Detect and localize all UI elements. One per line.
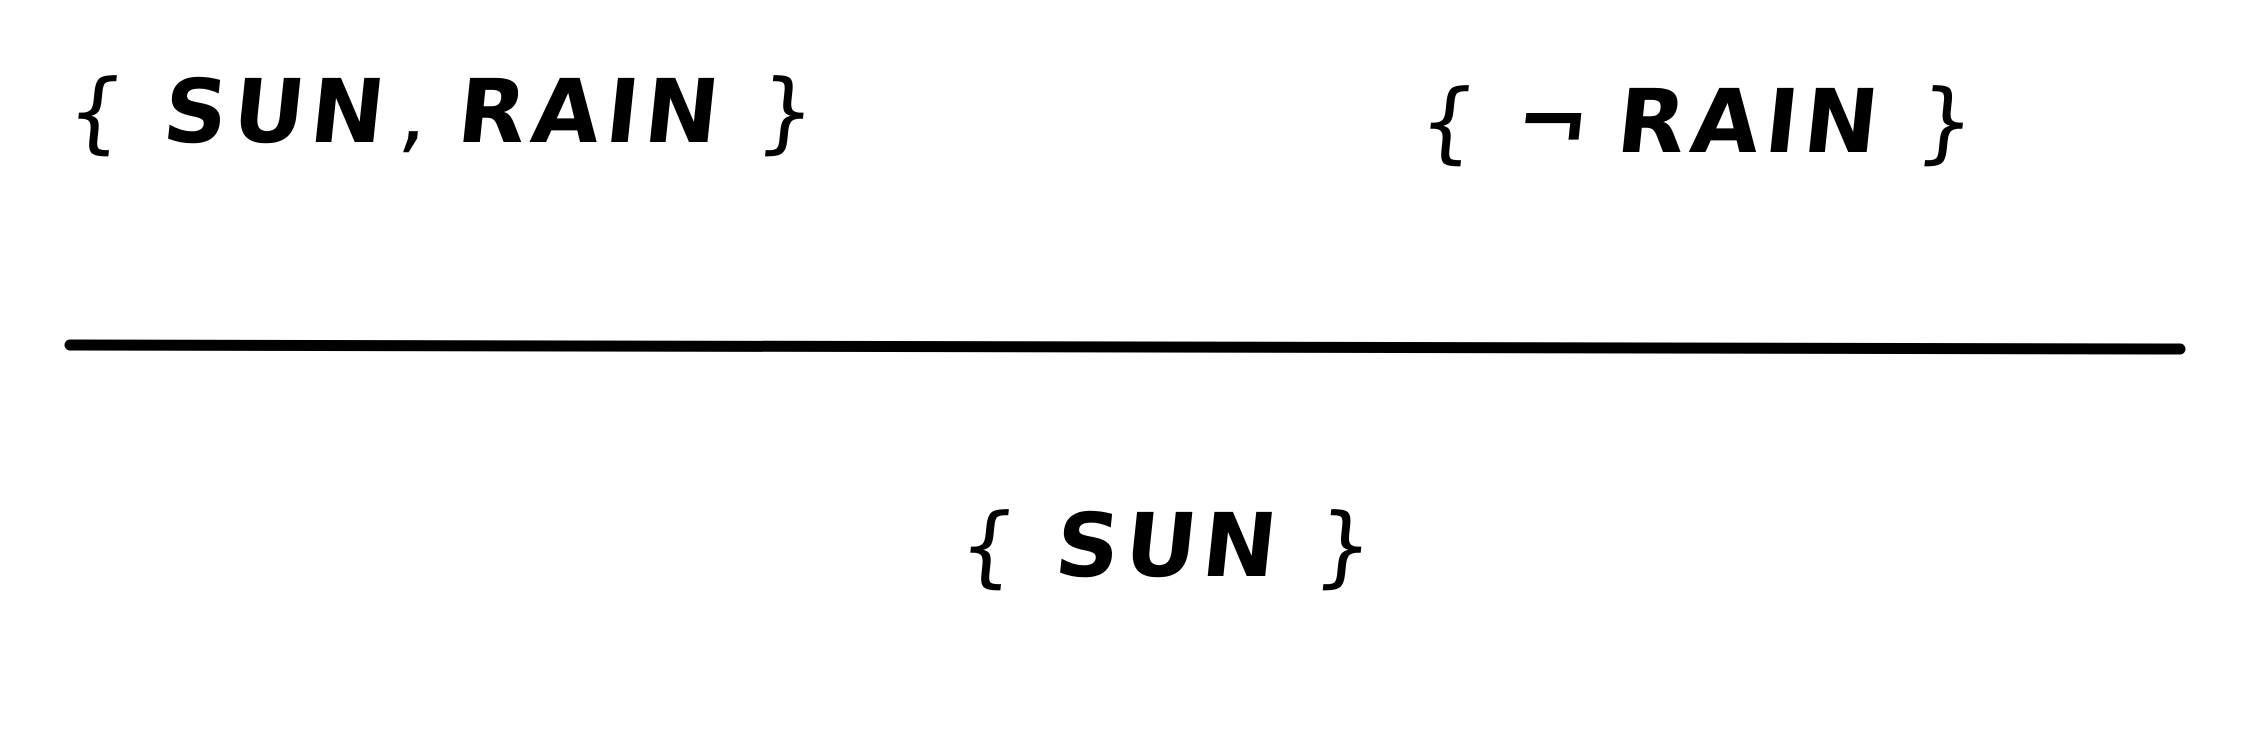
comma-separator: , [395,60,440,163]
literal-rain: RAIN [453,60,731,163]
open-brace: { [954,494,1028,597]
open-brace: { [62,60,136,163]
close-brace: } [753,60,827,163]
literal-rain: RAIN [1612,70,1890,173]
inference-rule-bar [64,339,2186,355]
close-brace: } [1912,70,1986,173]
negation-symbol: ¬ [1510,70,1602,173]
conclusion-clause-sun: { SUN } [955,494,1384,597]
literal-sun: SUN [158,60,396,163]
premise-clause-not-rain: { ¬ RAIN } [1415,70,1986,173]
premise-clause-sun-or-rain: { SUN, RAIN } [63,60,827,163]
literal-sun: SUN [1050,494,1288,597]
open-brace: { [1414,70,1488,173]
close-brace: } [1311,494,1384,597]
